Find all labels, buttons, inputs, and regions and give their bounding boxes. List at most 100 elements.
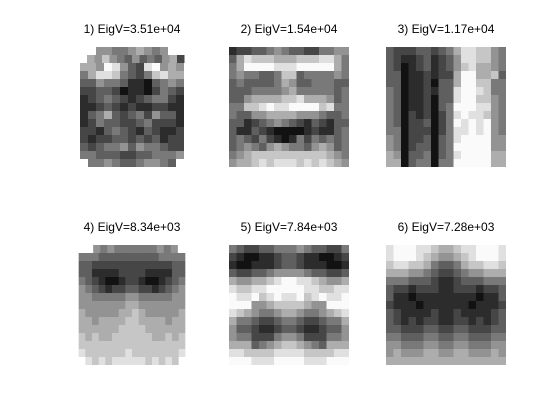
image-pixel — [88, 47, 97, 56]
image-pixel — [266, 135, 275, 144]
image-pixel — [112, 277, 120, 286]
image-pixel — [281, 159, 290, 167]
image-pixel — [386, 111, 395, 120]
image-pixel — [120, 151, 129, 160]
image-pixel — [138, 341, 146, 350]
image-pixel — [96, 71, 105, 80]
image-pixel — [408, 151, 417, 160]
image-pixel — [132, 349, 140, 358]
image-pixel — [236, 245, 245, 254]
image-pixel — [401, 357, 410, 365]
image-pixel — [104, 111, 113, 120]
image-pixel — [341, 277, 349, 286]
image-pixel — [491, 293, 500, 302]
image-pixel — [152, 293, 160, 302]
image-pixel — [266, 357, 275, 365]
image-pixel — [386, 47, 395, 56]
image-pixel — [311, 55, 320, 64]
image-pixel — [78, 277, 86, 286]
image-pixel — [296, 357, 305, 365]
image-pixel — [229, 55, 238, 64]
image-pixel — [266, 95, 275, 104]
image-pixel — [266, 151, 275, 160]
image-pixel — [274, 325, 283, 334]
image-pixel — [109, 55, 118, 64]
image-pixel — [431, 47, 440, 56]
image-pixel — [296, 293, 305, 302]
image-pixel — [446, 159, 455, 167]
image-pixel — [125, 261, 133, 270]
image-pixel — [438, 55, 447, 64]
image-pixel — [453, 95, 462, 104]
image-pixel — [79, 245, 87, 254]
image-pixel — [438, 261, 447, 270]
image-pixel — [341, 293, 349, 302]
image-pixel — [259, 245, 268, 254]
image-pixel — [281, 301, 290, 310]
image-pixel — [72, 349, 80, 358]
image-pixel — [386, 87, 395, 96]
image-pixel — [326, 253, 335, 262]
image-pixel — [386, 151, 395, 160]
image-pixel — [92, 349, 100, 358]
image-pixel — [423, 127, 432, 136]
image-pixel — [125, 269, 133, 278]
image-pixel — [178, 341, 186, 350]
image-pixel — [104, 71, 113, 80]
image-pixel — [244, 269, 253, 278]
image-pixel — [476, 277, 485, 286]
image-pixel — [168, 63, 177, 72]
image-pixel — [184, 103, 192, 112]
image-pixel — [176, 151, 185, 160]
image-pixel — [251, 357, 260, 365]
image-pixel — [184, 111, 192, 120]
image-pixel — [408, 79, 417, 88]
image-pixel — [311, 135, 320, 144]
image-pixel — [423, 111, 432, 120]
image-pixel — [152, 357, 160, 365]
image-pixel — [244, 301, 253, 310]
image-pixel — [244, 79, 253, 88]
image-pixel — [259, 301, 268, 310]
image-pixel — [92, 341, 100, 350]
image-pixel — [453, 245, 462, 254]
image-pixel — [483, 79, 492, 88]
image-pixel — [118, 301, 126, 310]
image-pixel — [158, 341, 166, 350]
image-pixel — [274, 63, 283, 72]
image-pixel — [105, 261, 113, 270]
image-pixel — [184, 63, 192, 72]
image-pixel — [498, 253, 506, 262]
image-pixel — [423, 103, 432, 112]
image-pixel — [341, 47, 349, 56]
image-pixel — [251, 135, 260, 144]
image-pixel — [386, 71, 395, 80]
image-pixel — [393, 119, 402, 128]
image-pixel — [251, 245, 260, 254]
image-pixel — [408, 309, 417, 318]
image-pixel — [165, 325, 173, 334]
image-pixel — [401, 309, 410, 318]
image-pixel — [125, 325, 133, 334]
image-pixel — [98, 349, 106, 358]
image-pixel — [393, 333, 402, 342]
image-pixel — [274, 111, 283, 120]
image-pixel — [281, 111, 290, 120]
image-pixel — [184, 159, 192, 167]
image-pixel — [184, 47, 192, 56]
image-pixel — [408, 103, 417, 112]
image-pixel — [160, 111, 169, 120]
image-pixel — [431, 261, 440, 270]
image-pixel — [476, 103, 485, 112]
image-pixel — [120, 127, 129, 136]
image-pixel — [476, 309, 485, 318]
image-pixel — [104, 127, 113, 136]
image-pixel — [100, 245, 108, 254]
image-pixel — [72, 79, 81, 88]
image-pixel — [244, 325, 253, 334]
image-pixel — [78, 269, 86, 278]
image-pixel — [289, 309, 298, 318]
image-pixel — [251, 87, 260, 96]
image-pixel — [386, 333, 395, 342]
image-pixel — [304, 317, 313, 326]
